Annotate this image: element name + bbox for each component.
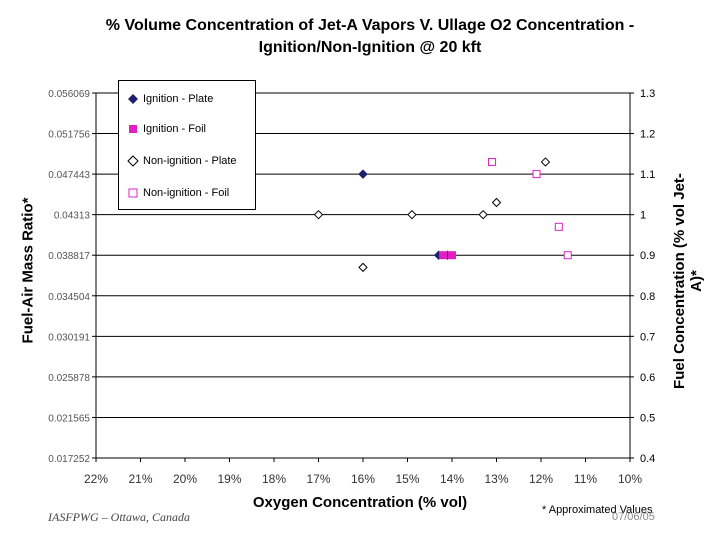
tick-labels: 0.056069 1.3 0.051756 1.2 0.047443 1.1 0.04313…: [48, 88, 655, 486]
legend-item-nonignition-plate: Non-ignition - Plate: [127, 153, 237, 169]
x-tick-label: 10%: [618, 472, 642, 486]
x-tick-label: 11%: [574, 472, 597, 486]
footer-note: * Approximated Values: [542, 504, 653, 516]
right-tick-label: 1.2: [640, 129, 655, 141]
legend-item-nonignition-foil: Non-ignition - Foil: [127, 185, 229, 201]
left-tick-label: 0.038817: [48, 251, 90, 262]
left-tick-label: 0.034504: [48, 292, 90, 303]
x-tick-label: 21%: [128, 472, 152, 486]
data-point: [491, 197, 502, 208]
data-point: [540, 157, 551, 167]
axes: [92, 92, 634, 462]
data-point: [439, 251, 448, 260]
x-tick-label: 13%: [484, 472, 508, 486]
data-point: [563, 251, 572, 260]
data-point: [478, 209, 488, 220]
left-tick-label: 0.017252: [48, 454, 90, 465]
x-tick-label: 16%: [351, 472, 375, 486]
x-tick-label: 15%: [395, 472, 419, 486]
footer-conference: IASFPWG – Ottawa, Canada: [48, 510, 190, 524]
x-axis-label: Oxygen Concentration (% vol): [252, 494, 468, 511]
left-tick-label: 0.04313: [54, 211, 91, 222]
right-tick-label: 0.4: [640, 453, 655, 465]
x-tick-label: 20%: [173, 472, 197, 486]
data-point: [532, 170, 541, 179]
data-point: [488, 157, 497, 166]
x-tick-label: 18%: [262, 472, 286, 486]
x-tick-label: 22%: [84, 472, 108, 486]
right-tick-label: 0.6: [640, 372, 655, 384]
data-points: [313, 157, 572, 273]
legend-item-ignition-foil: Ignition - Foil: [127, 121, 206, 137]
right-tick-label: 0.7: [640, 331, 655, 343]
legend-label: Non-ignition - Foil: [143, 187, 230, 199]
legend-label: Non-ignition - Plate: [143, 155, 237, 167]
left-tick-label: 0.056069: [48, 89, 90, 100]
right-tick-label: 0.9: [640, 250, 655, 262]
left-tick-label: 0.021565: [48, 413, 90, 424]
data-point: [358, 262, 368, 273]
legend-label: Ignition - Plate: [143, 93, 214, 105]
x-tick-label: 17%: [306, 472, 330, 486]
open-diamond-icon: [127, 155, 139, 167]
data-point: [313, 209, 324, 220]
legend-label: Ignition - Foil: [143, 123, 206, 135]
x-tick-label: 12%: [529, 472, 553, 486]
left-tick-label: 0.025878: [48, 373, 90, 384]
data-point: [358, 169, 368, 179]
data-point: [407, 209, 417, 220]
chart-title: % Volume Concentration of Jet-A Vapors V…: [105, 17, 635, 34]
footer-date: 07/06/05: [612, 511, 655, 523]
data-point: [554, 222, 563, 231]
right-tick-label: 0.5: [640, 412, 655, 424]
right-tick-label: 1.1: [640, 169, 655, 181]
right-tick-label: 0.8: [640, 291, 655, 303]
open-square-icon: [128, 188, 138, 198]
filled-square-icon: [129, 125, 137, 133]
chart-subtitle: Ignition/Non-Ignition @ 20 kft: [258, 39, 482, 56]
data-point: [448, 251, 456, 260]
legend: Ignition - Plate Ignition - Foil Non-ign…: [118, 80, 256, 210]
filled-diamond-icon: [128, 94, 138, 104]
left-tick-label: 0.047443: [48, 170, 90, 181]
left-tick-label: 0.030191: [48, 332, 90, 343]
y-axis-left-label: Fuel-Air Mass Ratio*: [19, 197, 37, 344]
left-tick-label: 0.051756: [48, 130, 90, 141]
x-tick-label: 19%: [217, 472, 241, 486]
right-tick-label: 1.3: [640, 88, 655, 100]
y-axis-right-label: Fuel Concentration (% vol Jet-A)*: [671, 173, 705, 389]
x-tick-label: 14%: [440, 472, 464, 486]
legend-item-ignition-plate: Ignition - Plate: [127, 91, 213, 107]
right-tick-label: 1: [640, 210, 646, 222]
